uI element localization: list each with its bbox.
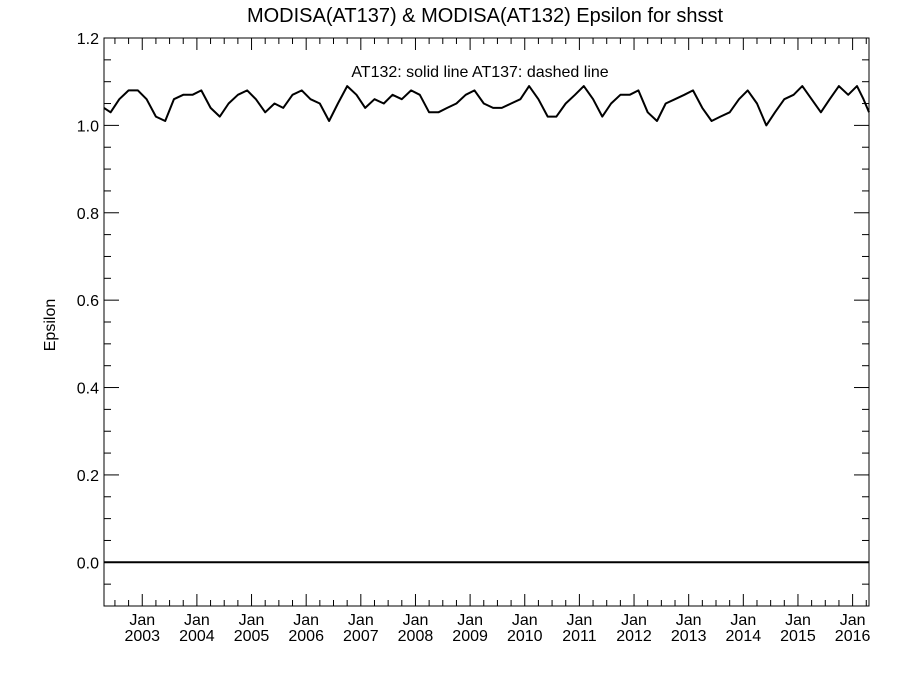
x-tick-label-month: Jan xyxy=(348,612,374,629)
y-tick-label: 0.8 xyxy=(77,206,99,223)
y-tick-label: 0.2 xyxy=(77,468,99,485)
x-tick-label-year: 2003 xyxy=(124,628,160,645)
x-tick-label-month: Jan xyxy=(730,612,756,629)
x-tick-label-year: 2013 xyxy=(671,628,707,645)
series-line-solid xyxy=(103,85,870,127)
y-axis-label: Epsilon xyxy=(42,299,59,351)
x-tick-label-year: 2016 xyxy=(835,628,871,645)
x-tick-label-month: Jan xyxy=(457,612,483,629)
x-tick-label-year: 2004 xyxy=(179,628,215,645)
x-tick-label-year: 2007 xyxy=(343,628,379,645)
y-tick-label: 0.4 xyxy=(77,381,99,398)
y-tick-label: 1.2 xyxy=(77,31,99,48)
x-tick-label-month: Jan xyxy=(566,612,592,629)
legend-annotation: AT132: solid line AT137: dashed line xyxy=(351,64,608,81)
x-tick-label-month: Jan xyxy=(403,612,429,629)
x-tick-label-year: 2015 xyxy=(780,628,816,645)
x-tick-label-year: 2008 xyxy=(398,628,434,645)
x-tick-label-month: Jan xyxy=(184,612,210,629)
x-tick-label-month: Jan xyxy=(129,612,155,629)
x-tick-label-month: Jan xyxy=(621,612,647,629)
x-tick-label-month: Jan xyxy=(785,612,811,629)
x-tick-label-year: 2010 xyxy=(507,628,543,645)
x-tick-label-month: Jan xyxy=(840,612,866,629)
x-tick-label-month: Jan xyxy=(512,612,538,629)
x-tick-label-year: 2012 xyxy=(616,628,652,645)
y-tick-label: 0.6 xyxy=(77,293,99,310)
x-tick-label-year: 2011 xyxy=(562,628,597,645)
x-tick-label-year: 2005 xyxy=(234,628,270,645)
series-layer xyxy=(103,85,870,564)
y-tick-label: 0.0 xyxy=(77,555,99,572)
x-tick-label-year: 2006 xyxy=(288,628,324,645)
x-tick-label-year: 2009 xyxy=(452,628,488,645)
chart-title: MODISA(AT137) & MODISA(AT132) Epsilon fo… xyxy=(247,5,723,27)
x-tick-label-year: 2014 xyxy=(726,628,762,645)
x-tick-label-month: Jan xyxy=(239,612,265,629)
x-tick-label-month: Jan xyxy=(676,612,702,629)
axes: 0.00.20.40.60.81.01.2Jan2003Jan2004Jan20… xyxy=(77,31,871,645)
x-tick-label-month: Jan xyxy=(293,612,319,629)
plot-frame xyxy=(103,37,870,607)
y-tick-label: 1.0 xyxy=(77,118,99,135)
